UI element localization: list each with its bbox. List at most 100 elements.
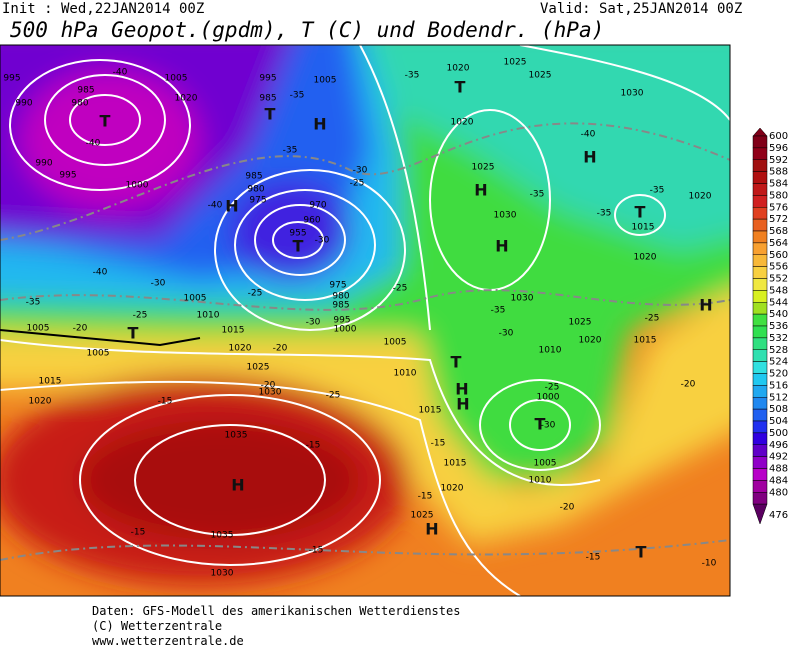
contour-label: 1000 (537, 393, 560, 403)
contour-label: 995 (259, 74, 276, 84)
pressure-center: T (265, 105, 276, 124)
contour-label: 980 (332, 292, 349, 302)
contour-label: 1005 (87, 349, 110, 359)
contour-label: -40 (93, 268, 108, 278)
colorbar-label: 568 (769, 226, 788, 237)
colorbar-label: 596 (769, 143, 788, 154)
contour-label: 1020 (175, 94, 198, 104)
footer-line: (C) Wetterzentrale (92, 619, 222, 633)
colorbar-label: 532 (769, 333, 788, 344)
contour-label: -25 (133, 311, 148, 321)
contour-label: -30 (541, 421, 556, 431)
contour-label: 1020 (29, 397, 52, 407)
contour-label: 990 (15, 99, 32, 109)
pressure-center: T (100, 112, 111, 131)
contour-label: 1030 (621, 89, 644, 99)
contour-label: 1000 (334, 325, 357, 335)
contour-label: -35 (491, 306, 506, 316)
contour-label: 1020 (689, 192, 712, 202)
colorbar-swatch (752, 230, 768, 244)
colorbar-end (752, 127, 768, 137)
colorbar-label: 484 (769, 475, 788, 486)
colorbar-end (752, 503, 768, 525)
contour-label: 1020 (451, 118, 474, 128)
colorbar-swatch (752, 302, 768, 315)
colorbar-label: 536 (769, 321, 788, 332)
contour-label: -35 (26, 298, 41, 308)
pressure-center: T (535, 415, 546, 434)
colorbar-swatch (752, 135, 768, 149)
contour-label: 975 (249, 196, 266, 206)
colorbar-swatch (752, 385, 768, 398)
contour-label: -20 (560, 503, 575, 513)
colorbar-swatch (752, 480, 768, 493)
pressure-center: T (455, 78, 466, 97)
colorbar-label: 552 (769, 274, 788, 285)
colorbar-swatch (752, 290, 768, 303)
contour-label: -40 (113, 68, 128, 78)
contour-label: 1015 (39, 377, 62, 387)
colorbar-swatch (752, 147, 768, 160)
colorbar-label: 548 (769, 285, 788, 296)
colorbar-swatch (752, 373, 768, 386)
colorbar-label: 520 (769, 369, 788, 380)
contour-label: -25 (545, 383, 560, 393)
contour-label: -20 (73, 324, 88, 334)
contour-label: 1030 (259, 388, 282, 398)
isotherms (0, 122, 730, 561)
pressure-center: H (699, 296, 712, 315)
contour-label: -25 (248, 289, 263, 299)
contour-label: -15 (158, 397, 173, 407)
contour-label: 1035 (225, 431, 248, 441)
contour-label: -25 (393, 284, 408, 294)
colorbar-label: 508 (769, 404, 788, 415)
contour-label: 995 (333, 316, 350, 326)
contour-label: -40 (581, 130, 596, 140)
contour-label: 1025 (569, 318, 592, 328)
contour-label: -15 (306, 441, 321, 451)
contour-label: -15 (586, 553, 601, 563)
colorbar-swatch (752, 325, 768, 339)
contour-label: 1020 (229, 344, 252, 354)
colorbar-label: 584 (769, 179, 788, 190)
colorbar-label: 524 (769, 357, 788, 368)
contour-label: 975 (329, 281, 346, 291)
colorbar-label: 564 (769, 238, 788, 249)
colorbar-label: 528 (769, 345, 788, 356)
contour-label: 1020 (447, 64, 470, 74)
contour-label: 1005 (384, 338, 407, 348)
colorbar-swatch (752, 468, 768, 481)
colorbar-swatch (752, 397, 768, 410)
pressure-center: T (451, 353, 462, 372)
colorbar-label: 600 (769, 131, 788, 142)
colorbar-swatch (752, 183, 768, 196)
colorbar-label: 488 (769, 464, 788, 475)
contour-label: 1025 (504, 58, 527, 68)
pressure-center: H (225, 197, 238, 216)
contour-label: -30 (499, 329, 514, 339)
contour-label: -35 (597, 209, 612, 219)
colorbar-label: 544 (769, 297, 788, 308)
contour-label: 1005 (314, 76, 337, 86)
colorbar-swatch (752, 171, 768, 184)
colorbar-label: 540 (769, 309, 788, 320)
contour-label: -30 (306, 318, 321, 328)
contour-label: 995 (59, 171, 76, 181)
colorbar-swatch (752, 349, 768, 362)
colorbar-swatch (752, 266, 768, 279)
contour-label: 1000 (126, 181, 149, 191)
contour-label: -30 (151, 279, 166, 289)
colorbar-swatch (752, 159, 768, 172)
contour-label: 970 (309, 201, 326, 211)
contour-label: 1030 (211, 569, 234, 579)
contour-label: -35 (650, 186, 665, 196)
map-title: 500 hPa Geopot.(gpdm), T (C) und Bodendr… (10, 18, 604, 42)
colorbar-swatch (752, 408, 768, 422)
colorbar-swatch (752, 492, 768, 505)
contour-label: -35 (290, 91, 305, 101)
contour-label: 1030 (494, 211, 517, 221)
contour-label: -20 (273, 344, 288, 354)
footer-line: www.wetterzentrale.de (92, 634, 244, 648)
colorbar-label: 580 (769, 190, 788, 201)
